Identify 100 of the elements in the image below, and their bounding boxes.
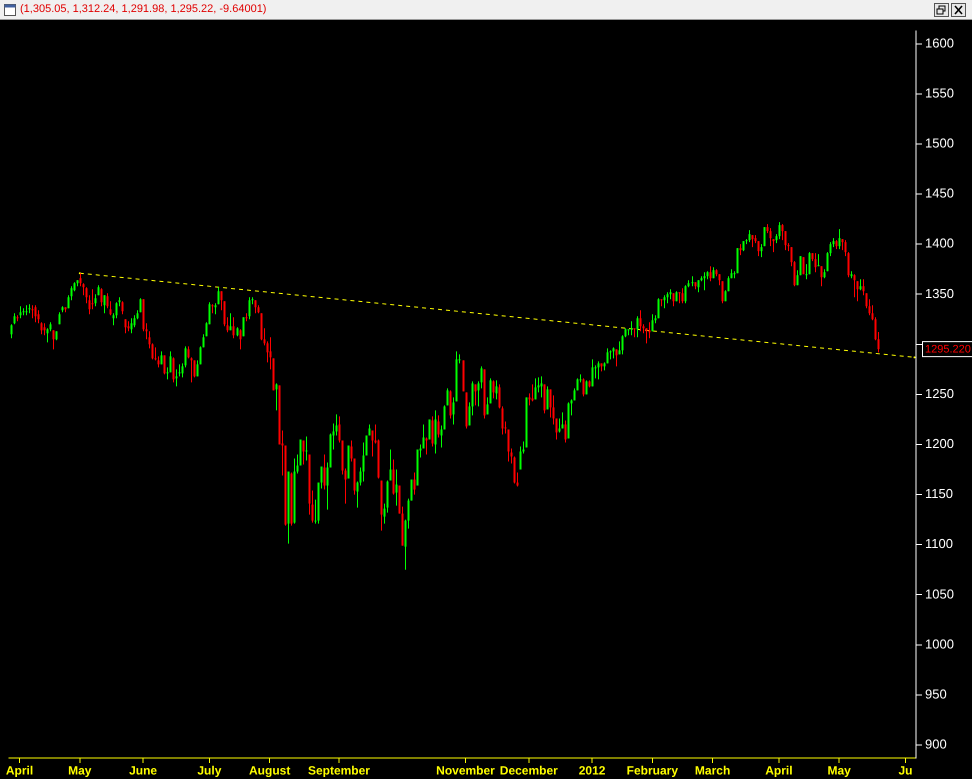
candlestick [122, 300, 124, 315]
candlestick [808, 252, 810, 275]
candlestick [672, 292, 674, 307]
candlestick [14, 312, 16, 325]
candlestick [722, 280, 724, 304]
candlestick [20, 306, 22, 319]
candlestick [698, 280, 700, 293]
candlestick [306, 436, 308, 462]
candlestick [634, 328, 636, 338]
candlestick [230, 312, 232, 331]
candlestick [446, 388, 448, 406]
candlestick [176, 368, 178, 387]
candlestick [32, 304, 34, 319]
candlestick [598, 360, 600, 380]
x-tick-label: May [68, 764, 92, 778]
x-tick-label: April [6, 764, 34, 778]
candlestick [52, 330, 54, 350]
candlestick [254, 300, 256, 314]
y-tick-label: 1100 [925, 536, 953, 552]
x-tick-label: August [248, 764, 290, 778]
candlestick [692, 276, 694, 287]
y-tick-label: 1000 [925, 636, 954, 652]
candlestick [158, 356, 160, 368]
candlestick [540, 376, 542, 398]
candlestick [190, 356, 192, 383]
candlestick [532, 384, 534, 402]
candlestick [496, 380, 498, 400]
candlestick [740, 244, 742, 256]
candlestick [660, 298, 662, 307]
y-tick-label: 1200 [925, 436, 954, 452]
candlestick [34, 304, 36, 323]
candlestick [324, 454, 326, 490]
candlestick [820, 266, 822, 287]
candlestick [160, 350, 162, 365]
candlestick [564, 420, 566, 443]
candlestick [164, 354, 166, 375]
x-tick-label: September [308, 764, 370, 778]
y-tick-label: 1050 [925, 586, 954, 602]
x-tick-label: July [197, 764, 222, 778]
candlestick [748, 230, 750, 243]
candlestick [414, 472, 416, 496]
candlestick [276, 382, 278, 411]
candlestick [558, 418, 560, 433]
x-tick-label: December [500, 764, 558, 778]
candlestick [664, 294, 666, 309]
candlestick [610, 350, 612, 360]
candlestick [240, 328, 242, 350]
candlestick [368, 424, 370, 436]
candlestick [172, 356, 174, 383]
candlestick [438, 414, 440, 438]
candlestick [38, 310, 40, 324]
candlestick [636, 316, 638, 338]
x-tick-label: June [129, 764, 158, 778]
candlestick [586, 380, 588, 395]
y-tick-label: 1250 [925, 386, 954, 401]
candlestick [128, 320, 130, 332]
x-tick-label: March [694, 764, 730, 778]
candlestick [10, 324, 12, 339]
y-tick-label: 1600 [925, 35, 954, 50]
candlestick [838, 228, 840, 250]
candlestick [814, 252, 816, 273]
x-tick-label: May [827, 764, 852, 778]
candlestick [818, 254, 820, 267]
candlestick [236, 326, 238, 337]
candlestick [426, 436, 428, 455]
candlestick [782, 224, 784, 241]
candlestick [640, 310, 642, 332]
x-tick-label: 2012 [578, 764, 606, 778]
candlestick [232, 316, 234, 339]
chart-title: (1,305.05, 1,312.24, 1,291.98, 1,295.22, -9.64001) [20, 3, 266, 15]
candlestick [92, 288, 94, 310]
candlestick [860, 278, 862, 291]
candlestick [704, 272, 706, 291]
candlestick [390, 448, 392, 482]
candlestick [396, 469, 398, 506]
candlestick [520, 446, 522, 470]
candlestick [778, 222, 780, 240]
candlestick [612, 346, 614, 359]
text: 1295.220 [925, 344, 971, 356]
y-tick-label: 1500 [925, 136, 954, 151]
candlestick [710, 266, 712, 282]
candlestick [770, 228, 772, 247]
candlestick [678, 292, 680, 304]
candlestick [44, 322, 46, 336]
candlestick [58, 312, 60, 325]
candlestick [652, 314, 654, 332]
y-tick-label: 950 [925, 686, 947, 702]
candlestick [474, 384, 476, 406]
candlestick [854, 274, 856, 298]
y-tick-label: 1150 [925, 486, 953, 502]
candlestick [100, 288, 102, 307]
candlestick [616, 348, 618, 367]
candlestick [26, 304, 28, 316]
candlestick [836, 240, 838, 250]
candlestick [188, 346, 190, 359]
x-tick-label: Ju [898, 764, 912, 778]
candlestick [124, 318, 126, 334]
candlestick [104, 294, 106, 314]
candlestick [752, 234, 754, 248]
y-tick-label: 900 [925, 736, 947, 752]
